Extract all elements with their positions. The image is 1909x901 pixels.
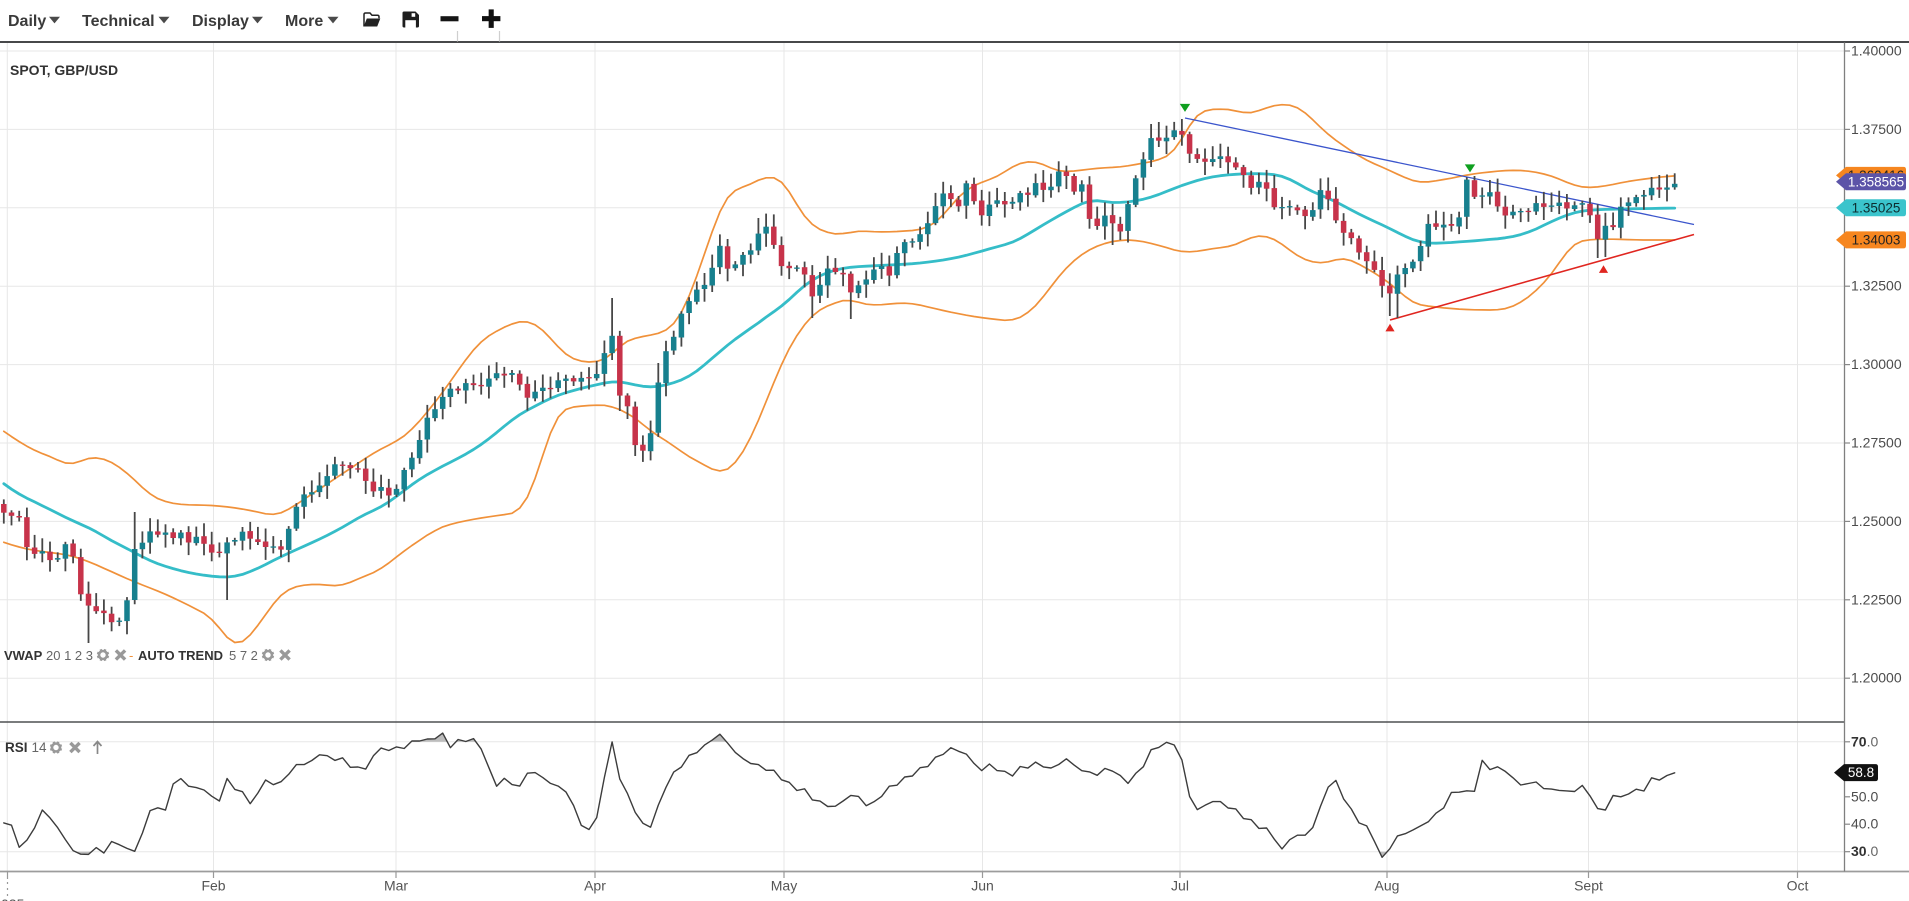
svg-text:Feb: Feb [201,878,225,894]
svg-text:40.0: 40.0 [1851,816,1878,832]
svg-text:1.35025: 1.35025 [1852,200,1901,215]
svg-text:AUTO TREND: AUTO TREND [138,648,223,663]
svg-text:1.27500: 1.27500 [1851,435,1902,451]
svg-text:Jun: Jun [971,878,994,894]
svg-text:1.358565: 1.358565 [1848,174,1904,189]
svg-text:Daily: Daily [8,13,46,30]
svg-text:1.37500: 1.37500 [1851,121,1902,137]
svg-text:More: More [285,13,323,30]
svg-text:SPOT, GBP/USD: SPOT, GBP/USD [10,62,118,78]
svg-text:1.40000: 1.40000 [1851,43,1902,59]
svg-text:1.25000: 1.25000 [1851,513,1902,529]
svg-text:VWAP: VWAP [4,648,43,663]
svg-text:Display: Display [192,13,249,30]
svg-text:1.20000: 1.20000 [1851,670,1902,686]
svg-text:Mar: Mar [384,878,408,894]
svg-text:May: May [771,878,797,894]
svg-text:1.22500: 1.22500 [1851,591,1902,607]
svg-text:-: - [129,648,133,663]
svg-text:Apr: Apr [584,878,606,894]
svg-text:Technical: Technical [82,13,155,30]
svg-text:1.30000: 1.30000 [1851,356,1902,372]
svg-text:20 1 2 3: 20 1 2 3 [46,648,93,663]
svg-text:1.34003: 1.34003 [1852,233,1901,248]
svg-text:50.0: 50.0 [1851,788,1878,804]
svg-text:Jul: Jul [1171,878,1189,894]
svg-text:70.0: 70.0 [1851,733,1878,749]
svg-text:30.0: 30.0 [1851,843,1878,859]
svg-text:1.32500: 1.32500 [1851,278,1902,294]
svg-text:025: 025 [1,896,25,901]
svg-text:RSI: RSI [5,740,28,755]
svg-text:5 7 2: 5 7 2 [229,648,258,663]
svg-text:14: 14 [32,740,48,755]
svg-text:Aug: Aug [1375,878,1400,894]
svg-text:58.8: 58.8 [1848,765,1874,780]
svg-text:Oct: Oct [1787,878,1809,894]
svg-text:Sept: Sept [1574,878,1603,894]
